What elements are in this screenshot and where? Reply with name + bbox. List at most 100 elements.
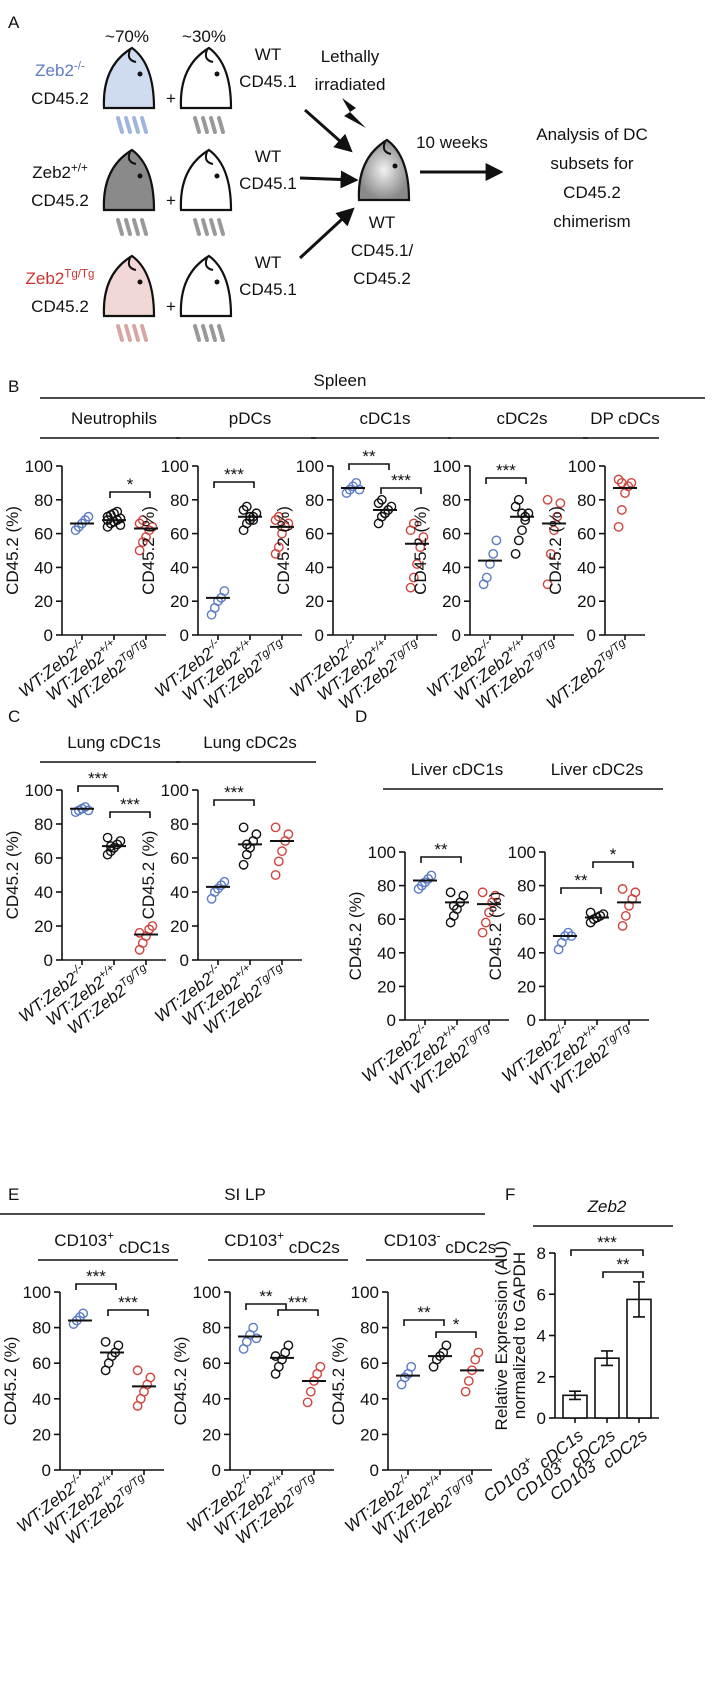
x-tick-label-part: Tg/Tg [461,1022,493,1050]
plus-sign: + [166,191,176,210]
plus-sign: + [166,89,176,108]
data-point [216,880,227,891]
x-tick-label-part: Tg/Tg [526,637,558,665]
y-tick-label: 0 [527,1011,536,1030]
mouse-body [179,46,233,110]
data-point [585,907,596,918]
data-point [251,1333,262,1344]
data-point [112,506,123,517]
data-point [248,1322,259,1333]
y-tick-label: 100 [368,843,396,862]
significance-bracket [245,1303,287,1310]
panel-label: B [8,377,19,396]
y-tick-label: 40 [34,883,53,902]
recipient-text: WT [369,213,395,232]
y-tick-label: 20 [34,917,53,936]
y-axis-label: CD45.2 (%) [411,506,430,595]
data-point [147,921,158,931]
significance-label: * [610,845,617,864]
y-tick-label: 8 [537,1244,546,1263]
mouse-body [102,148,156,212]
data-point [555,498,566,509]
data-point [315,1361,326,1372]
y-tick-label: 40 [442,558,461,577]
data-point [78,1308,89,1319]
data-point [100,1336,111,1347]
y-tick-label: 100 [568,457,596,476]
percent-label: ~70% [105,27,149,46]
significance-bracket [213,799,255,806]
y-tick-label: 60 [32,1354,51,1373]
y-tick-label: 60 [377,910,396,929]
data-point [273,542,284,553]
y-axis-label: Relative Expression (AU) [492,1241,511,1431]
data-point [238,859,249,870]
y-tick-label: 60 [305,525,324,544]
significance-bracket [348,463,390,470]
data-point [354,484,365,495]
y-tick-label: 4 [537,1327,546,1346]
chart-title-part: - [437,1231,441,1243]
chart-title-part: + [277,1231,284,1243]
recipient-text: CD45.1/ [351,241,414,260]
y-tick-label: 0 [387,1011,396,1030]
panel-label: E [8,1185,19,1204]
error-bar [569,1390,581,1401]
chart-title: Neutrophils [71,409,157,428]
data-point [213,883,223,894]
data-point [270,870,281,880]
data-point [510,548,521,559]
donor-genotype-part: Zeb2 [32,163,71,182]
data-point [144,525,155,536]
y-tick-label: 80 [517,877,536,896]
data-point [613,521,624,532]
y-tick-label: 60 [442,525,461,544]
significance-label: *** [86,1267,106,1286]
y-tick-label: 20 [202,1425,221,1444]
donor-genotype-part: -/- [74,61,85,73]
data-point [70,525,81,536]
mouse-eye [214,279,220,285]
donor-genotype: Zeb2-/- [35,61,85,80]
data-point [376,511,387,522]
data-point [305,1386,316,1397]
x-tick-label-part: Tg/Tg [254,962,286,990]
chart-title: Liver cDC2s [551,760,644,779]
y-axis-label: CD45.2 (%) [1,1337,20,1426]
data-point [616,505,627,515]
bone-icon [193,218,209,236]
data-point [481,572,492,583]
y-tick-label: 40 [305,558,324,577]
significance-label: *** [120,795,140,814]
y-tick-label: 60 [202,1354,221,1373]
y-tick-label: 80 [34,815,53,834]
competitor-text: CD45.1 [239,280,297,299]
x-tick-label-part: Tg/Tg [286,1472,318,1500]
y-tick-label: 0 [537,1409,546,1428]
data-point [413,884,424,894]
significance-label: *** [88,769,108,788]
y-axis-label: CD45.2 (%) [139,831,158,920]
bone-icon [132,218,148,236]
y-tick-label: 40 [577,558,596,577]
mouse-eye [214,71,220,77]
significance-label: * [127,475,134,494]
data-point [238,505,249,515]
data-point [376,494,387,505]
significance-bracket [213,481,255,488]
mouse-icon [102,254,156,342]
panel-label: A [8,13,20,32]
mouse-eye [214,173,220,179]
panel-label: F [505,1185,515,1204]
chart-title-part: cDC2s [284,1238,340,1257]
data-point [283,829,294,840]
y-tick-label: 100 [433,457,461,476]
significance-label: ** [616,1255,630,1274]
data-point [545,548,556,559]
y-tick-label: 20 [442,592,461,611]
competitor-text: WT [255,147,281,166]
y-tick-label: 20 [170,917,189,936]
y-tick-label: 20 [32,1425,51,1444]
significance-label: ** [417,1303,431,1322]
significance-bracket [380,487,422,494]
